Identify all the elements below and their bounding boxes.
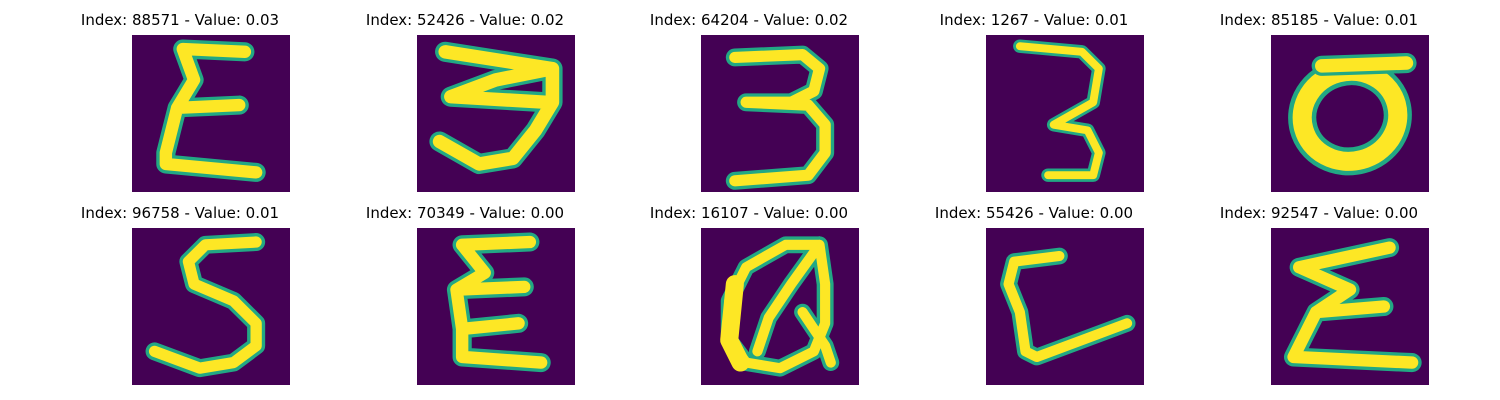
sigma-icon — [1271, 228, 1429, 385]
sideways-3-icon — [417, 35, 575, 192]
panel-6: Index: 96758 - Value: 0.01 — [30, 193, 330, 386]
panel-2: Index: 52426 - Value: 0.02 — [315, 0, 615, 193]
thin-3-icon — [986, 35, 1144, 192]
panel-title: Index: 92547 - Value: 0.00 — [1219, 204, 1419, 222]
panel-3: Index: 64204 - Value: 0.02 — [599, 0, 899, 193]
panel-title: Index: 55426 - Value: 0.00 — [934, 204, 1134, 222]
panel-title: Index: 70349 - Value: 0.00 — [365, 204, 565, 222]
panel-7: Index: 70349 - Value: 0.00 — [315, 193, 615, 386]
digit-3-icon — [701, 35, 859, 192]
panel-title: Index: 96758 - Value: 0.01 — [80, 204, 280, 222]
digit-5-icon — [132, 228, 290, 385]
letter-q-icon — [701, 228, 859, 385]
sigma-e-icon — [132, 35, 290, 192]
panel-9: Index: 55426 - Value: 0.00 — [884, 193, 1184, 386]
panel-1: Index: 88571 - Value: 0.03 — [30, 0, 330, 193]
panel-title: Index: 16107 - Value: 0.00 — [649, 204, 849, 222]
panel-title: Index: 88571 - Value: 0.03 — [80, 11, 280, 29]
panel-5: Index: 85185 - Value: 0.01 — [1169, 0, 1469, 193]
panel-4: Index: 1267 - Value: 0.01 — [884, 0, 1184, 193]
panel-title: Index: 85185 - Value: 0.01 — [1219, 11, 1419, 29]
letter-l-icon — [986, 228, 1144, 385]
panel-10: Index: 92547 - Value: 0.00 — [1169, 193, 1469, 386]
sigma-e-icon — [417, 228, 575, 385]
digit-0-icon — [1271, 35, 1429, 192]
panel-title: Index: 64204 - Value: 0.02 — [649, 11, 849, 29]
panel-title: Index: 1267 - Value: 0.01 — [939, 11, 1129, 29]
panel-8: Index: 16107 - Value: 0.00 — [599, 193, 899, 386]
panel-title: Index: 52426 - Value: 0.02 — [365, 11, 565, 29]
